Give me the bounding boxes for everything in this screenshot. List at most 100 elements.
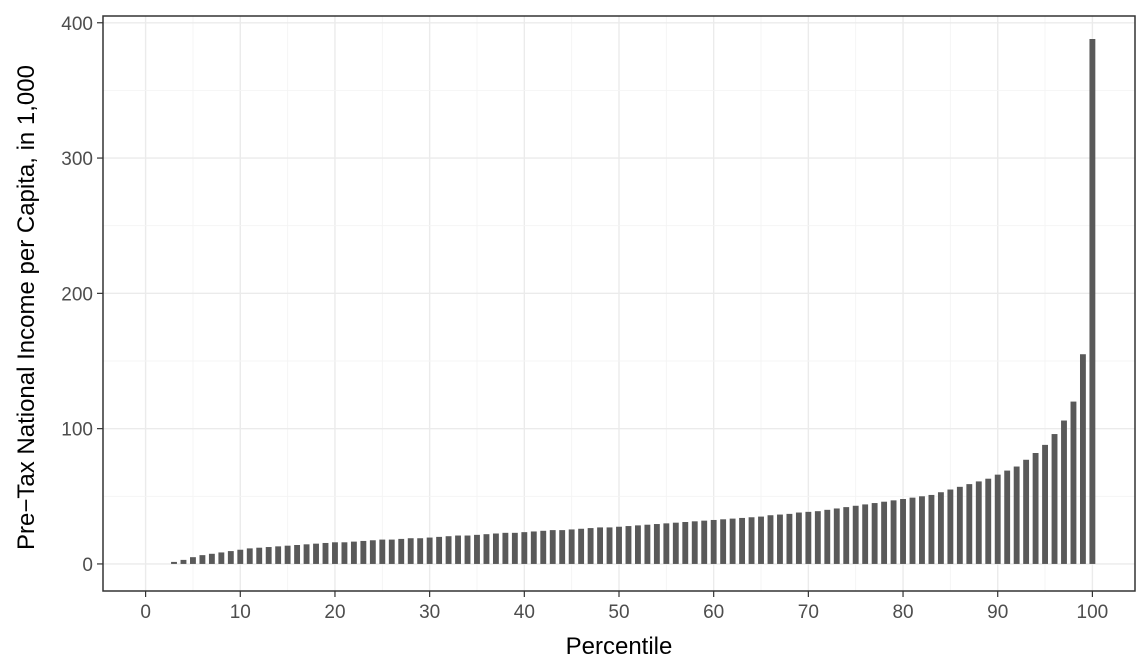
x-tick-label: 50	[608, 602, 629, 623]
bar	[994, 474, 1001, 564]
bar	[947, 489, 954, 564]
x-tick-label: 60	[703, 602, 724, 623]
bar	[483, 534, 490, 564]
bar	[975, 481, 982, 564]
bar	[1051, 434, 1058, 564]
bar	[587, 528, 594, 564]
bar	[1023, 459, 1030, 564]
bar	[720, 519, 727, 564]
bar	[275, 546, 282, 564]
bar	[265, 547, 272, 564]
bar	[350, 541, 357, 564]
bar	[710, 519, 717, 564]
bar	[227, 551, 234, 564]
x-tick-label: 90	[987, 602, 1008, 623]
bar	[966, 484, 973, 564]
bar	[180, 559, 187, 564]
bar	[833, 508, 840, 564]
bar	[578, 528, 585, 564]
y-tick-label: 100	[61, 420, 93, 441]
bar	[455, 535, 461, 564]
x-tick-label: 10	[230, 602, 251, 623]
x-tick-label: 100	[1077, 602, 1109, 623]
bar	[871, 503, 878, 564]
bar	[303, 544, 310, 564]
bar	[909, 497, 916, 564]
bar	[218, 552, 225, 564]
bar	[1004, 470, 1011, 564]
bar	[190, 557, 196, 564]
x-tick-label: 70	[798, 602, 819, 623]
bar	[606, 527, 613, 564]
bar	[511, 532, 518, 564]
bar	[322, 542, 329, 564]
bar	[1013, 466, 1020, 564]
bar	[199, 555, 206, 564]
bar	[246, 548, 253, 564]
bar	[663, 523, 670, 564]
bar	[616, 526, 622, 564]
x-tick-label: 0	[140, 602, 151, 623]
bar	[786, 513, 793, 564]
bar	[530, 531, 537, 564]
bar	[369, 540, 376, 564]
bar	[360, 540, 367, 564]
bar	[644, 524, 651, 564]
bar	[502, 532, 509, 564]
bar	[625, 526, 632, 564]
bar	[171, 561, 177, 564]
bar	[691, 521, 698, 564]
bar	[748, 517, 755, 564]
y-tick-label: 300	[61, 149, 93, 170]
bar	[985, 478, 992, 564]
bar	[294, 545, 301, 564]
bar	[890, 500, 897, 564]
bar	[1089, 39, 1096, 564]
bar	[597, 527, 603, 564]
x-tick-label: 80	[892, 602, 913, 623]
bar	[900, 499, 906, 564]
bar	[379, 539, 386, 564]
bar	[521, 532, 528, 564]
bar	[956, 486, 963, 564]
bars	[171, 39, 1096, 564]
bar	[417, 538, 424, 564]
bar	[256, 547, 263, 564]
bar	[672, 522, 679, 564]
bar	[237, 549, 244, 564]
x-tick-label: 30	[419, 602, 440, 623]
bar	[653, 524, 660, 564]
bar	[568, 529, 575, 564]
bar	[1042, 444, 1048, 564]
bar	[464, 535, 471, 564]
y-axis-title: Pre−Tax National Income per Capita, in 1…	[13, 65, 40, 550]
bar	[701, 520, 708, 564]
bar	[313, 543, 319, 564]
bar	[852, 505, 859, 564]
bar	[919, 496, 925, 564]
bar	[398, 538, 405, 564]
bar	[814, 511, 821, 564]
bar	[549, 530, 556, 564]
x-tick-label: 20	[324, 602, 345, 623]
bar	[540, 530, 547, 564]
bar	[492, 533, 499, 564]
bar	[388, 539, 395, 564]
x-axis-title: Percentile	[566, 633, 673, 660]
bar	[474, 534, 480, 564]
bar	[682, 522, 689, 564]
bar	[426, 537, 433, 564]
y-tick-label: 400	[61, 14, 93, 35]
bar	[341, 542, 348, 564]
y-axis: 0 100 200 300 400	[61, 14, 103, 576]
bar	[843, 507, 850, 564]
bar	[445, 536, 452, 564]
bar	[795, 512, 802, 564]
bar	[777, 514, 783, 564]
x-axis: 0 10 20 30 40 50 60 70 80 90 100	[140, 591, 1108, 623]
bar	[208, 553, 215, 564]
bar	[805, 511, 812, 564]
bar	[1079, 354, 1086, 564]
bar	[1032, 453, 1039, 564]
